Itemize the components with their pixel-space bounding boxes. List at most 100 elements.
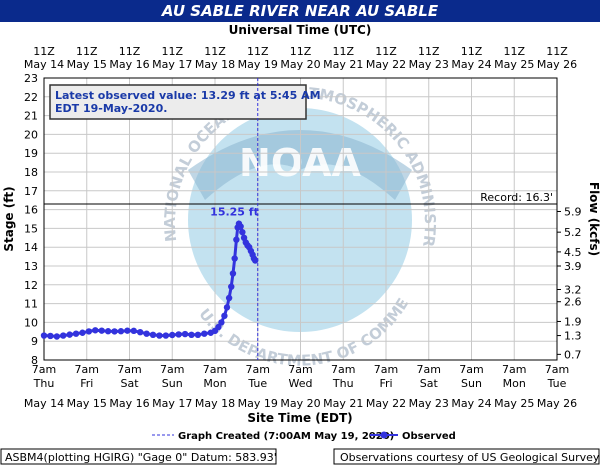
observed-point [47, 332, 54, 340]
bottom-tick-day: Thu [332, 377, 354, 390]
bottom-tick-date: May 14 [24, 397, 64, 410]
y2-axis-ticks: 0.7 1.3 1.9 2.63.2 3.94.5 5.2 5.9 [557, 205, 582, 361]
top-tick-date: May 22 [366, 58, 406, 71]
bottom-tick-date: May 25 [494, 397, 534, 410]
footer-left-box [0, 448, 277, 465]
bottom-tick-date: May 23 [409, 397, 449, 410]
legend-observed-marker [380, 431, 388, 439]
x-axis-title: Site Time (EDT) [247, 411, 352, 425]
peak-label: 15.25 ft [210, 206, 259, 219]
bottom-tick-day: Sun [162, 377, 183, 390]
info-box-line1: Latest observed value: 13.29 ft at 5:45 … [55, 89, 321, 102]
y-tick-label: 20 [24, 128, 38, 141]
top-tick-hour: 11Z [546, 45, 568, 58]
bottom-tick-date: May 20 [280, 397, 320, 410]
y-tick-label: 22 [24, 91, 38, 104]
top-tick-date: May 21 [323, 58, 363, 71]
y-tick-label: 8 [31, 354, 38, 367]
title-banner [0, 0, 600, 22]
bottom-tick-time: 7am [32, 363, 56, 376]
info-box-line2: EDT 19-May-2020. [55, 102, 167, 115]
y-tick-label: 15 [24, 222, 38, 235]
observed-point [136, 328, 144, 336]
legend-observed-label: Observed [402, 431, 456, 442]
bottom-tick-date: May 24 [451, 397, 491, 410]
bottom-tick-day: Sat [120, 377, 139, 390]
bottom-tick-day: Fri [80, 377, 93, 390]
top-tick-date: May 16 [109, 58, 149, 71]
y2-tick-label: 5.2 [564, 226, 582, 239]
observed-point [233, 236, 240, 243]
footer-datum-text: ASBM4(plotting HGIRG) "Gage 0" Datum: 58… [5, 451, 277, 464]
y-axis-title: Stage (ft) [2, 186, 16, 251]
bottom-tick-day: Tue [547, 377, 567, 390]
observed-point [143, 330, 150, 337]
y-tick-label: 23 [24, 72, 38, 85]
footer-right-box [333, 448, 600, 465]
observed-point [124, 327, 131, 334]
bottom-tick-time: 7am [331, 363, 355, 376]
observed-point [237, 223, 244, 230]
bottom-tick-time: 7am [203, 363, 227, 376]
bottom-tick-time: 7am [288, 363, 312, 376]
top-tick-hour: 11Z [418, 45, 440, 58]
bottom-tick-time: 7am [75, 363, 99, 376]
top-axis-title: Universal Time (UTC) [229, 23, 372, 37]
bottom-tick-date: May 26 [537, 397, 577, 410]
top-tick-date: May 17 [152, 58, 192, 71]
top-tick-hour: 11Z [461, 45, 483, 58]
plot-frame-outline [43, 77, 558, 361]
top-tick-date: May 18 [195, 58, 235, 71]
observed-point [223, 304, 231, 311]
top-tick-date: May 20 [280, 58, 320, 71]
observed-point [117, 328, 125, 335]
top-tick-date: May 24 [451, 58, 491, 71]
chart-title: AU SABLE RIVER NEAR AU SABLE [161, 2, 439, 20]
bottom-tick-day: Wed [289, 377, 313, 390]
observed-point [40, 332, 48, 339]
y-tick-label: 19 [24, 147, 38, 160]
y2-tick-label: 1.9 [564, 315, 582, 328]
y2-tick-label: 2.6 [564, 296, 582, 309]
observed-point [72, 330, 80, 337]
observed-point [169, 331, 176, 339]
observed-point [215, 323, 222, 331]
y2-tick-label: 4.5 [564, 246, 582, 259]
y2-tick-label: 0.7 [564, 348, 582, 361]
y2-tick-label: 1.3 [564, 330, 582, 343]
bottom-tick-date: May 21 [323, 397, 363, 410]
observed-point [175, 331, 182, 338]
peak-annotation: 15.25 ft [210, 206, 259, 219]
bottom-tick-time: 7am [246, 363, 270, 376]
top-tick-hour: 11Z [332, 45, 354, 58]
footer-credit-text: Observations courtesy of US Geological S… [340, 451, 600, 464]
observed-point [98, 327, 105, 334]
top-tick-hour: 11Z [161, 45, 183, 58]
y2-tick-label: 3.9 [564, 260, 582, 273]
observed-point [231, 255, 238, 262]
y-tick-label: 11 [24, 298, 38, 311]
bottom-tick-time: 7am [459, 363, 483, 376]
observed-point [228, 283, 235, 290]
bottom-tick-time: 7am [545, 363, 569, 376]
observed-point [194, 331, 202, 339]
observed-point [239, 228, 246, 236]
bottom-tick-day: Thu [33, 377, 55, 390]
y-tick-label: 10 [24, 316, 38, 329]
observed-point [85, 328, 93, 335]
observed-point [188, 331, 195, 339]
top-tick-hour: 11Z [375, 45, 397, 58]
bottom-tick-day: Tue [247, 377, 267, 390]
info-box-frame [49, 84, 307, 120]
observed-point [60, 332, 67, 339]
observed-point [162, 332, 170, 339]
bottom-tick-day: Sat [420, 377, 439, 390]
legend: Graph Created (7:00AM May 19, 2020) Obse… [152, 431, 456, 442]
y-tick-label: 9 [31, 335, 38, 348]
info-box: Latest observed value: 13.29 ft at 5:45 … [49, 84, 321, 120]
record-label: Record: 16.3' [480, 191, 553, 204]
legend-created-label: Graph Created (7:00AM May 19, 2020) [178, 431, 394, 442]
bottom-tick-day: Mon [503, 377, 526, 390]
